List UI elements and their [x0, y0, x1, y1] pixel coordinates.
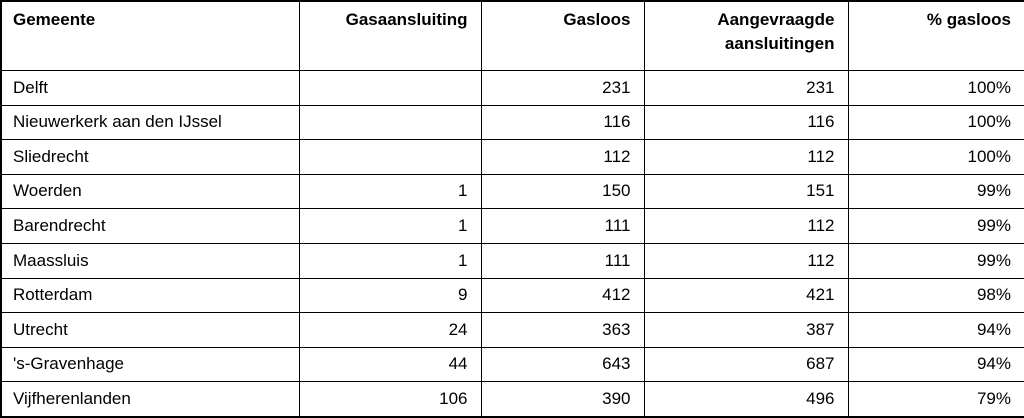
- table-row: Vijfherenlanden 106 390 496 79%: [0, 381, 1024, 418]
- cell-aangevraagde-aansluitingen: 112: [643, 139, 849, 175]
- cell-gemeente: Maassluis: [0, 242, 300, 279]
- cell-aangevraagde-aansluitingen: 496: [643, 381, 849, 418]
- table-row: Maassluis 1 111 112 99%: [0, 242, 1024, 279]
- table-row: Sliedrecht 112 112 100%: [0, 139, 1024, 175]
- cell-gemeente: Utrecht: [0, 312, 300, 348]
- cell-gemeente: Barendrecht: [0, 208, 300, 244]
- cell-gasloos: 390: [480, 381, 645, 418]
- cell-pct-gasloos: 98%: [847, 277, 1024, 314]
- cell-aangevraagde-aansluitingen: 116: [643, 104, 849, 141]
- cell-gemeente: Nieuwerkerk aan den IJssel: [0, 104, 300, 141]
- cell-pct-gasloos: 99%: [847, 208, 1024, 244]
- cell-gasloos: 111: [480, 242, 645, 279]
- cell-aangevraagde-aansluitingen: 231: [643, 70, 849, 106]
- cell-gasloos: 363: [480, 312, 645, 348]
- column-header-gasloos: Gasloos: [480, 0, 645, 71]
- column-header-aangevraagde-aansluitingen: Aangevraagde aansluitingen: [643, 0, 849, 71]
- cell-gasaansluiting: [298, 139, 482, 175]
- cell-gasloos: 116: [480, 104, 645, 141]
- cell-gasaansluiting: [298, 70, 482, 106]
- cell-aangevraagde-aansluitingen: 112: [643, 208, 849, 244]
- cell-pct-gasloos: 100%: [847, 139, 1024, 175]
- cell-gasaansluiting: 1: [298, 173, 482, 210]
- column-header-gasaansluiting: Gasaansluiting: [298, 0, 482, 71]
- cell-gasloos: 150: [480, 173, 645, 210]
- table-row: Barendrecht 1 111 112 99%: [0, 208, 1024, 244]
- cell-gasloos: 412: [480, 277, 645, 314]
- header-row: Gemeente Gasaansluiting Gasloos Aangevra…: [0, 0, 1024, 71]
- cell-pct-gasloos: 100%: [847, 70, 1024, 106]
- column-header-pct-gasloos: % gasloos: [847, 0, 1024, 71]
- table-header: Gemeente Gasaansluiting Gasloos Aangevra…: [0, 0, 1024, 71]
- cell-gasaansluiting: 1: [298, 242, 482, 279]
- cell-gasloos: 112: [480, 139, 645, 175]
- cell-pct-gasloos: 94%: [847, 346, 1024, 383]
- table-row: Woerden 1 150 151 99%: [0, 173, 1024, 210]
- cell-pct-gasloos: 94%: [847, 312, 1024, 348]
- table-row: Utrecht 24 363 387 94%: [0, 312, 1024, 348]
- cell-gasloos: 231: [480, 70, 645, 106]
- cell-gasaansluiting: 9: [298, 277, 482, 314]
- table-row: Rotterdam 9 412 421 98%: [0, 277, 1024, 314]
- table-row: 's-Gravenhage 44 643 687 94%: [0, 346, 1024, 383]
- cell-pct-gasloos: 100%: [847, 104, 1024, 141]
- cell-gemeente: Vijfherenlanden: [0, 381, 300, 418]
- cell-aangevraagde-aansluitingen: 421: [643, 277, 849, 314]
- cell-aangevraagde-aansluitingen: 151: [643, 173, 849, 210]
- cell-gemeente: Delft: [0, 70, 300, 106]
- cell-pct-gasloos: 99%: [847, 173, 1024, 210]
- table-body: Delft 231 231 100% Nieuwerkerk aan den IJsse…: [0, 70, 1024, 418]
- cell-gemeente: 's-Gravenhage: [0, 346, 300, 383]
- cell-gemeente: Sliedrecht: [0, 139, 300, 175]
- table-row: Nieuwerkerk aan den IJssel 116 116 100%: [0, 104, 1024, 141]
- cell-gemeente: Woerden: [0, 173, 300, 210]
- cell-aangevraagde-aansluitingen: 387: [643, 312, 849, 348]
- table-row: Delft 231 231 100%: [0, 70, 1024, 106]
- cell-gasaansluiting: 24: [298, 312, 482, 348]
- cell-gasaansluiting: 106: [298, 381, 482, 418]
- cell-pct-gasloos: 99%: [847, 242, 1024, 279]
- column-header-gemeente: Gemeente: [0, 0, 300, 71]
- cell-gasloos: 643: [480, 346, 645, 383]
- cell-gasloos: 111: [480, 208, 645, 244]
- cell-gasaansluiting: [298, 104, 482, 141]
- cell-aangevraagde-aansluitingen: 687: [643, 346, 849, 383]
- cell-gasaansluiting: 1: [298, 208, 482, 244]
- cell-gasaansluiting: 44: [298, 346, 482, 383]
- cell-gemeente: Rotterdam: [0, 277, 300, 314]
- cell-aangevraagde-aansluitingen: 112: [643, 242, 849, 279]
- cell-pct-gasloos: 79%: [847, 381, 1024, 418]
